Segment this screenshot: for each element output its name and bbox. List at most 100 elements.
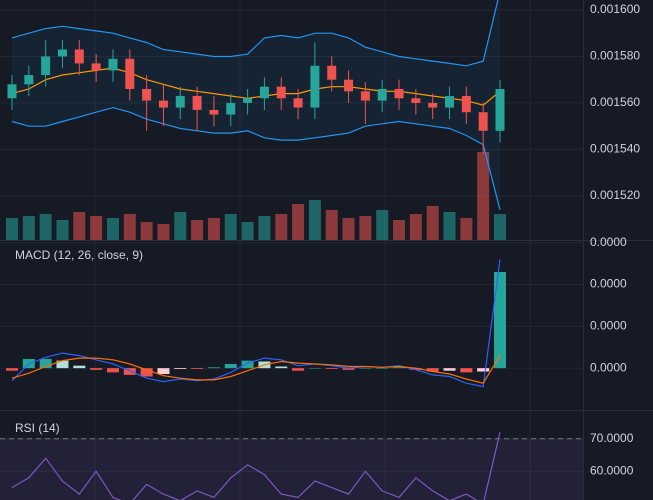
candle-body	[445, 95, 455, 108]
histogram-bar	[275, 366, 288, 369]
volume-bar	[174, 212, 187, 240]
volume-bar	[409, 214, 422, 240]
macd-title: MACD (12, 26, close, 9)	[15, 248, 143, 262]
volume-bar	[157, 224, 170, 240]
histogram-bar	[56, 360, 69, 369]
histogram-bar	[443, 368, 456, 371]
time-grid	[94, 0, 531, 500]
volume-bar	[393, 220, 406, 240]
histogram-bar	[90, 368, 103, 370]
y-tick-label: 0.001600	[590, 2, 640, 16]
candle-body	[142, 88, 152, 101]
candle-body	[428, 102, 438, 108]
histogram-bar	[308, 368, 321, 369]
y-tick-label: 0.001560	[590, 95, 640, 109]
candle-body	[411, 98, 421, 103]
volume-bar	[308, 200, 321, 240]
volume-bar	[376, 210, 389, 240]
candle-body	[91, 63, 101, 71]
volume-bar	[106, 218, 119, 240]
histogram-bar	[325, 368, 338, 370]
candle-body	[327, 65, 337, 80]
histogram-bar	[409, 368, 422, 370]
candle-body	[41, 56, 51, 76]
histogram-bar	[73, 365, 86, 369]
bollinger-fill	[12, 0, 500, 210]
candle-body	[360, 91, 370, 101]
histogram-bar	[342, 368, 355, 370]
bollinger-line	[11, 0, 499, 67]
volume-bar	[39, 214, 52, 240]
volume-bar	[426, 206, 439, 240]
histogram-bar	[39, 358, 52, 369]
histogram-bar	[106, 368, 119, 373]
y-tick-label: 70.0000	[590, 431, 634, 445]
candle-body	[344, 79, 354, 92]
rsi-line	[11, 432, 501, 500]
histogram-bar	[359, 368, 372, 369]
bollinger-line	[11, 106, 501, 210]
candle-body	[7, 84, 17, 99]
candle-body	[74, 49, 84, 64]
volume-bar	[22, 216, 35, 240]
histogram-bar	[477, 368, 490, 372]
volume-bar	[494, 214, 506, 240]
histogram-bar	[191, 368, 204, 370]
bollinger-line	[11, 67, 501, 106]
candle-body	[175, 95, 185, 108]
volume-bar	[342, 218, 355, 240]
candle-body	[226, 102, 236, 115]
volume-bar	[90, 216, 103, 240]
volume-bar	[6, 218, 18, 240]
histogram-bar	[174, 368, 187, 370]
volume-bar	[477, 152, 490, 240]
volume-bar	[325, 210, 338, 240]
volume-bar	[292, 204, 305, 240]
candle-body	[310, 65, 320, 108]
histogram-bar	[207, 367, 220, 369]
candle-body	[276, 86, 286, 99]
volume-bar	[359, 216, 372, 240]
volume-bar	[73, 212, 86, 240]
macd-line	[11, 355, 501, 384]
candle-body	[108, 58, 118, 71]
y-tick-label: 0.001520	[590, 188, 640, 202]
y-tick-label: 0.0000	[590, 235, 627, 249]
volume-bar	[443, 212, 456, 240]
volume-bar	[123, 214, 136, 240]
volume-bar	[140, 222, 153, 240]
volume-bar	[460, 218, 473, 240]
pane	[0, 0, 583, 240]
histogram-bar	[426, 368, 439, 372]
histogram-bar	[140, 368, 153, 377]
pane	[0, 432, 583, 500]
candle-body	[394, 88, 404, 99]
candle-body	[209, 109, 219, 115]
candle-body	[259, 86, 269, 99]
y-tick-label: 0.0000	[590, 360, 627, 374]
volume-bar	[207, 218, 220, 240]
histogram-bar	[376, 368, 389, 369]
histogram-bar	[494, 271, 506, 369]
volume-bar	[258, 216, 271, 240]
volume-bar	[241, 222, 254, 240]
y-tick-label: 60.0000	[590, 463, 634, 477]
histogram-bar	[393, 367, 406, 369]
volume-bar	[275, 214, 288, 240]
candle-body	[192, 95, 202, 110]
volume-bar	[191, 220, 204, 240]
candle-body	[125, 58, 135, 89]
candle-body	[495, 88, 505, 131]
histogram-bar	[123, 368, 136, 375]
volume-bar	[224, 214, 237, 240]
candle-body	[461, 95, 471, 113]
candle-body	[478, 112, 488, 131]
histogram-bar	[241, 360, 254, 369]
pane	[0, 242, 583, 388]
y-tick-label: 0.0000	[590, 277, 627, 291]
candle-body	[243, 98, 253, 103]
y-tick-label: 0.001580	[590, 49, 640, 63]
candle-body	[158, 100, 168, 108]
